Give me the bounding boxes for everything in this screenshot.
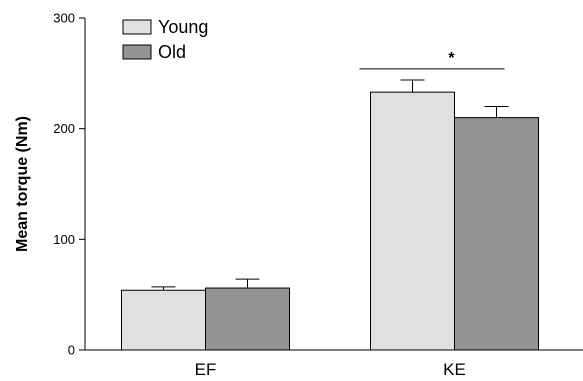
x-tick-label: KE — [443, 360, 466, 379]
bar — [370, 91, 455, 351]
y-tick-label: 100 — [53, 232, 75, 247]
legend-label: Young — [158, 17, 208, 37]
bars — [121, 79, 539, 351]
y-tick-label: 200 — [53, 121, 75, 136]
y-tick-label: 0 — [68, 343, 75, 358]
y-axis-title: Mean torque (Nm) — [14, 116, 31, 252]
legend: Young Old — [122, 17, 208, 62]
legend-label: Old — [158, 42, 186, 62]
bar — [454, 117, 539, 351]
bar — [121, 289, 206, 351]
legend-swatch — [122, 19, 152, 35]
bar — [205, 287, 290, 351]
legend-swatch — [122, 44, 152, 60]
labels: EF KE * — [195, 50, 505, 379]
x-tick-label: EF — [195, 360, 217, 379]
y-tick-label: 300 — [53, 11, 75, 26]
significance-marker: * — [448, 50, 455, 67]
